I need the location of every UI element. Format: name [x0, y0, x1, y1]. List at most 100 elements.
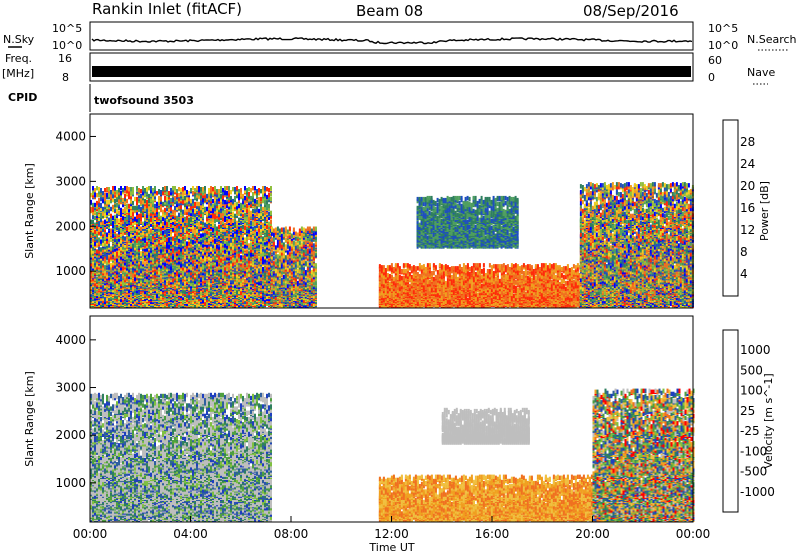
echo-cell — [144, 216, 146, 222]
echo-cell — [164, 284, 166, 290]
echo-cell — [136, 217, 138, 222]
echo-cell — [220, 220, 222, 225]
echo-cell — [92, 189, 94, 194]
echo-cell — [184, 272, 186, 277]
echo-cell — [94, 241, 96, 246]
echo-cell — [106, 232, 108, 237]
echo-cell — [130, 211, 132, 217]
echo-cell — [152, 217, 154, 222]
echo-cell — [96, 192, 98, 198]
echo-cell — [170, 206, 172, 212]
echo-cell — [172, 186, 174, 191]
echo-cell — [160, 218, 162, 223]
echo-cell — [102, 238, 104, 243]
echo-cell — [166, 196, 168, 202]
echo-cell — [150, 264, 152, 269]
echo-cell — [182, 187, 184, 192]
echo-cell — [158, 230, 160, 235]
echo-cell — [156, 292, 158, 298]
nsearch-label: N.Search — [747, 33, 797, 46]
echo-cell — [98, 202, 100, 208]
echo-cell — [116, 192, 118, 198]
echo-cell — [168, 221, 170, 226]
echo-cell — [136, 200, 138, 206]
echo-cell — [166, 248, 168, 253]
echo-cell — [180, 228, 182, 233]
echo-cell — [140, 243, 142, 248]
echo-cell — [146, 213, 148, 219]
echo-cell — [158, 254, 160, 259]
echo-cell — [134, 273, 136, 278]
echo-cell — [136, 186, 138, 191]
echo-cell — [130, 242, 132, 247]
echo-cell — [110, 263, 112, 268]
echo-cell — [170, 197, 172, 203]
echo-cell — [144, 262, 146, 267]
echo-cell — [140, 212, 142, 218]
echo-cell — [110, 213, 112, 219]
echo-cell — [122, 188, 124, 193]
echo-cell — [114, 219, 116, 224]
echo-cell — [180, 247, 182, 252]
echo-cell — [148, 197, 150, 203]
echo-cell — [220, 193, 222, 199]
echo-cell — [112, 220, 114, 225]
echo-cell — [166, 211, 168, 217]
echo-cell — [172, 217, 174, 222]
echo-cell — [166, 214, 168, 220]
echo-cell — [190, 198, 192, 204]
echo-cell — [180, 204, 182, 210]
echo-cell — [132, 247, 134, 252]
echo-cell — [92, 202, 94, 208]
echo-cell — [128, 194, 130, 200]
echo-cell — [190, 233, 192, 238]
echo-cell — [96, 186, 98, 191]
echo-cell — [102, 224, 104, 229]
echo-cell — [184, 202, 186, 208]
echo-cell — [216, 230, 218, 235]
echo-cell — [108, 192, 110, 198]
echo-cell — [104, 188, 106, 193]
echo-cell — [136, 227, 138, 232]
echo-cell — [140, 199, 142, 205]
echo-cell — [158, 270, 160, 275]
echo-cell — [190, 205, 192, 211]
echo-cell — [216, 189, 218, 194]
echo-cell — [154, 253, 156, 258]
echo-cell — [164, 195, 166, 201]
echo-cell — [120, 255, 122, 260]
echo-cell — [148, 262, 150, 267]
echo-cell — [128, 216, 130, 222]
echo-cell — [92, 219, 94, 224]
echo-cell — [170, 229, 172, 234]
echo-cell — [182, 248, 184, 253]
echo-cell — [138, 213, 140, 219]
echo-cell — [206, 193, 208, 199]
echo-cell — [122, 231, 124, 236]
echo-cell — [124, 209, 126, 215]
echo-cell — [178, 250, 180, 255]
echo-cell — [176, 235, 178, 240]
echo-cell — [188, 196, 190, 202]
echo-cell — [198, 210, 200, 216]
echo-cell — [148, 214, 150, 220]
echo-cell — [188, 191, 190, 196]
echo-cell — [170, 188, 172, 193]
echo-cell — [182, 191, 184, 196]
echo-cell — [92, 210, 94, 216]
echo-cell — [196, 186, 198, 191]
echo-cell — [204, 228, 206, 233]
echo-cell — [132, 211, 134, 217]
echo-cell — [150, 211, 152, 217]
echo-cell — [140, 189, 142, 194]
echo-cell — [204, 186, 206, 191]
echo-cell — [102, 286, 104, 292]
nave-label: Nave — [747, 66, 775, 79]
echo-cell — [116, 233, 118, 238]
echo-cell — [144, 188, 146, 193]
echo-cell — [198, 201, 200, 207]
echo-cell — [124, 206, 126, 212]
echo-cell — [160, 222, 162, 227]
echo-cell — [196, 201, 198, 207]
echo-cell — [102, 242, 104, 247]
